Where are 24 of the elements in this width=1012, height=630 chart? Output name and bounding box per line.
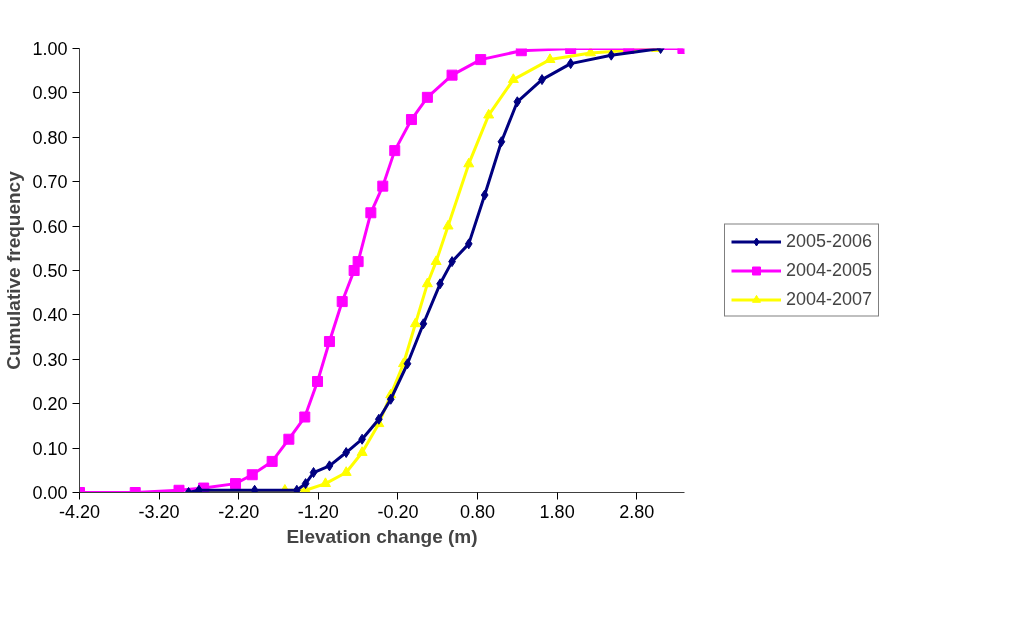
y-tick-label: 1.00 [32,39,68,59]
x-tick-label: 0.80 [460,501,496,522]
y-tick-label: 0.10 [32,438,68,459]
y-tick-label: 0.20 [32,394,68,415]
y-tick-label: 0.90 [32,83,68,104]
x-tick-label: -1.20 [297,501,339,522]
y-tick-label: 0.50 [32,261,68,281]
x-tick-label: -4.20 [58,501,101,522]
x-tick-label: 1.80 [539,501,575,522]
y-tick-label: 0.00 [32,483,68,503]
y-tick-label: 0.40 [32,305,68,326]
x-tick-label: 2.80 [619,501,655,522]
y-axis-title: Cumulative frequency [3,170,25,370]
legend-label: 2005-2006 [786,230,873,252]
y-tick-label: 0.60 [32,216,68,237]
y-tick-label: 0.30 [32,349,68,370]
x-tick-label: -2.20 [218,501,260,522]
x-tick-label: -0.20 [377,501,419,522]
x-tick-label: -3.20 [138,501,180,522]
legend-label: 2004-2005 [786,259,873,281]
y-tick-label: 0.70 [32,172,68,193]
y-tick-label: 0.80 [32,127,68,148]
legend-label: 2004-2007 [786,288,873,310]
x-axis-title: Elevation change (m) [286,525,478,547]
